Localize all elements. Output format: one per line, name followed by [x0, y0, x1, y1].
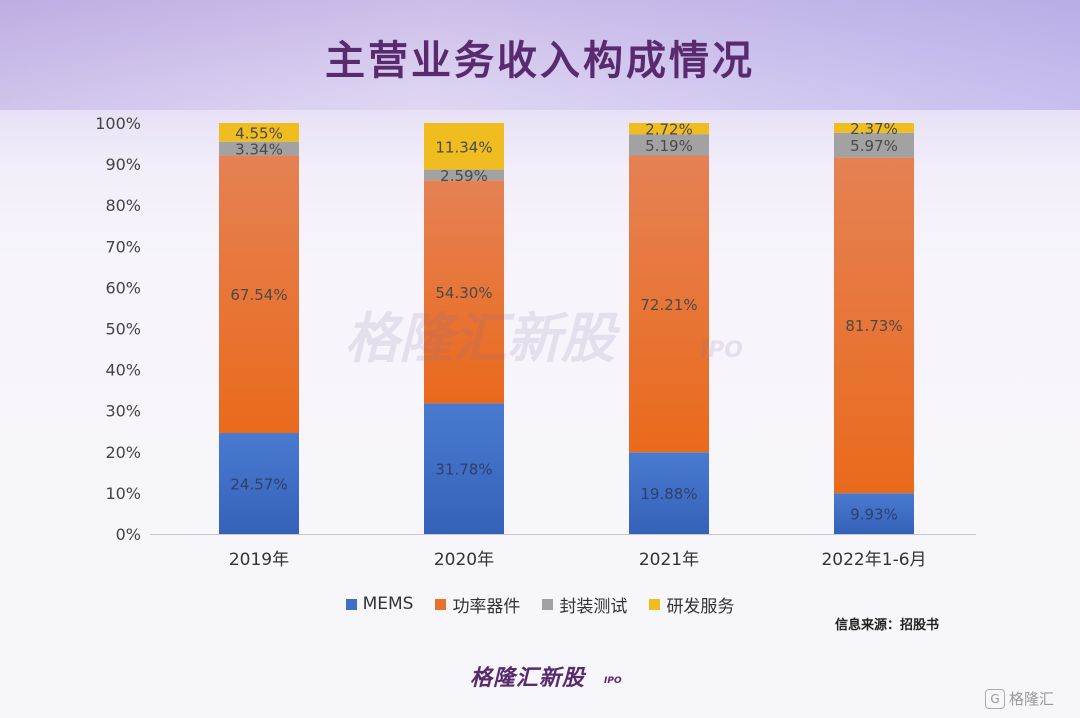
x-tick-label: 2022年1-6月 — [821, 550, 926, 570]
legend-item: MEMS — [345, 594, 414, 614]
data-label: 2.59% — [440, 167, 488, 185]
y-tick-label: 70% — [105, 237, 141, 256]
bar-segment — [834, 123, 914, 133]
footer-logo: 格隆汇新股 — [470, 666, 586, 691]
data-label: 11.34% — [435, 138, 492, 156]
y-tick-label: 50% — [105, 320, 141, 339]
y-tick-label: 30% — [105, 402, 141, 421]
y-axis: 0% 10% 20% 30% 40% 50% 60% 70% 80% 90% 100% — [95, 114, 141, 544]
corner-watermark: G 格隆汇 — [985, 688, 1054, 709]
bars: 24.57% 67.54% 3.34%4.55% 31.78% 54.30% 2.59% 1… — [219, 120, 914, 534]
data-label: 81.73% — [845, 317, 902, 335]
bar-segment — [834, 157, 914, 494]
x-tick-label: 2019年 — [229, 550, 289, 570]
center-watermark: 格隆汇新股 IPO — [345, 307, 743, 370]
bar-segment — [424, 169, 504, 181]
bar-segment — [629, 452, 709, 534]
legend-item: 封装测试 — [542, 592, 627, 617]
bar-segment — [424, 403, 504, 534]
page-title: 主营业务收入构成情况 — [325, 38, 755, 84]
y-tick-label: 100% — [95, 114, 141, 133]
bar-segment — [219, 433, 299, 534]
x-axis: 2019年 2020年 2021年 2022年1-6月 — [150, 534, 976, 570]
bar-segment — [834, 493, 914, 534]
corner-logo-icon: G — [985, 688, 1005, 709]
bar-segment — [629, 123, 709, 135]
data-label: 2.37% — [850, 120, 898, 138]
data-label: 5.97% — [850, 137, 898, 155]
y-tick-label: 90% — [105, 155, 141, 174]
data-label: 72.21% — [640, 296, 697, 314]
data-label: 67.54% — [230, 286, 287, 304]
legend-swatch — [542, 598, 554, 610]
legend-label: 功率器件 — [452, 596, 521, 617]
corner-watermark-text: 格隆汇 — [1009, 690, 1055, 708]
data-label: 19.88% — [640, 485, 697, 503]
bar-segment — [834, 132, 914, 158]
y-tick-label: 10% — [105, 484, 141, 503]
y-tick-label: 0% — [116, 525, 141, 544]
data-label: 24.57% — [230, 476, 287, 494]
data-label: 4.55% — [235, 124, 283, 142]
data-label: 5.19% — [645, 137, 693, 155]
watermark-sub: IPO — [700, 338, 743, 363]
bar-segment — [424, 180, 504, 404]
bar-segment — [219, 155, 299, 434]
source-note: 信息来源：招股书 — [835, 618, 940, 633]
bar-segment — [629, 155, 709, 453]
data-label: 2.72% — [645, 121, 693, 139]
legend: MEMS 功率器件 封装测试 研发服务 — [0, 590, 1080, 618]
legend-label: MEMS — [362, 594, 414, 614]
legend-swatch — [435, 598, 447, 610]
data-label: 3.34% — [235, 141, 283, 159]
data-label: 9.93% — [850, 506, 898, 524]
data-label: 54.30% — [435, 284, 492, 302]
x-tick-label: 2021年 — [639, 550, 699, 570]
bar-segment — [424, 123, 504, 170]
data-label: 31.78% — [435, 461, 492, 479]
y-tick-label: 60% — [105, 278, 141, 297]
y-tick-label: 40% — [105, 361, 141, 380]
watermark-text: 格隆汇新股 — [345, 307, 621, 370]
legend-swatch — [649, 598, 661, 610]
x-tick-label: 2020年 — [434, 550, 494, 570]
footer-logo-sub: IPO — [604, 676, 622, 686]
y-tick-label: 80% — [105, 196, 141, 215]
legend-item: 研发服务 — [649, 592, 734, 617]
bar-segment — [629, 134, 709, 156]
legend-swatch — [345, 598, 357, 610]
legend-label: 研发服务 — [666, 596, 735, 617]
bar-segment — [219, 123, 299, 142]
legend-item: 功率器件 — [435, 592, 520, 617]
legend-label: 封装测试 — [559, 596, 628, 617]
bar-segment — [219, 141, 299, 156]
y-tick-label: 20% — [105, 443, 141, 462]
